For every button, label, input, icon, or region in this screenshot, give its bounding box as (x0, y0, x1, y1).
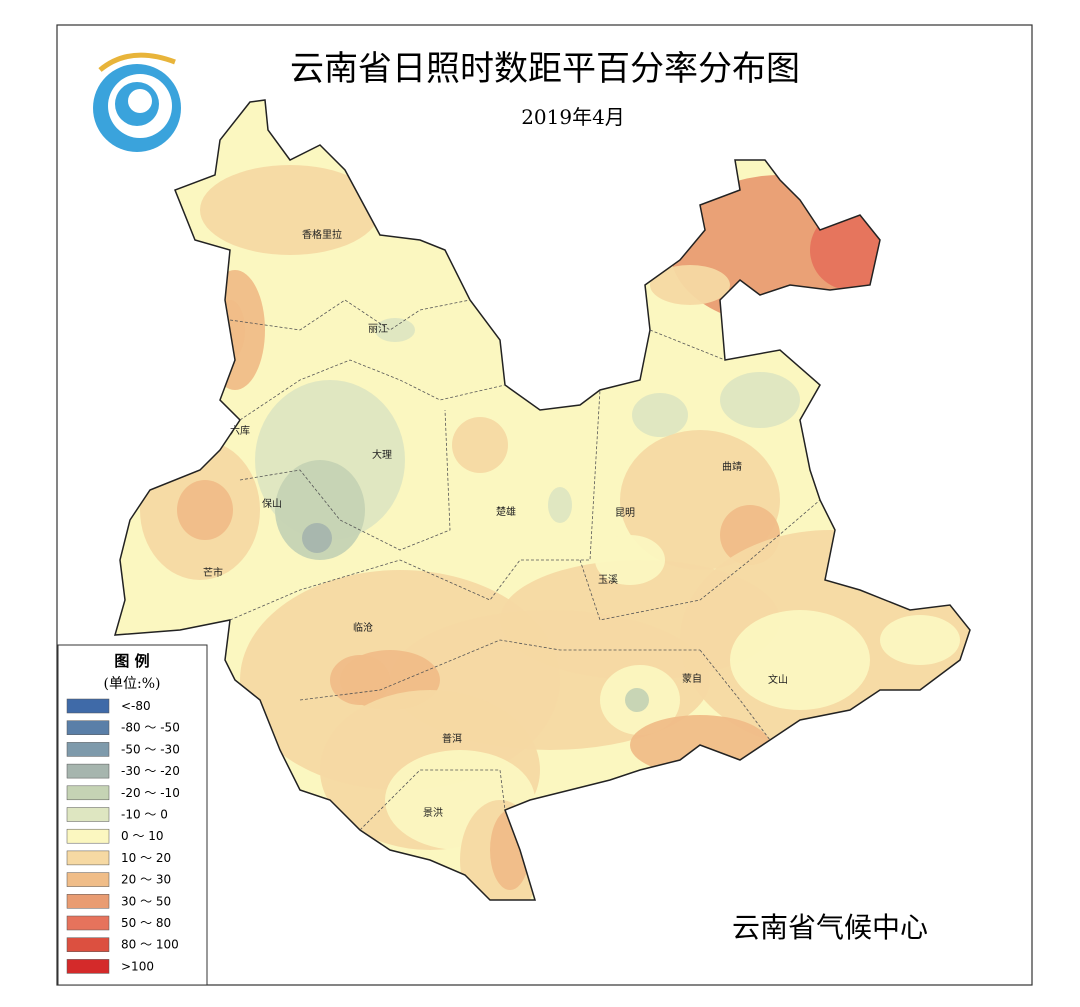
city-label: 文山 (768, 673, 788, 686)
shading-zone (177, 480, 233, 540)
shading-zone (330, 655, 390, 705)
title: 云南省日照时数距平百分率分布图 (290, 49, 800, 89)
city-label: 昆明 (615, 507, 635, 519)
legend-items: <-80 -80 ～ -50 -50 ～ -30 -30 ～ -20 -20 ～ -10… (66, 698, 180, 974)
legend-swatch (66, 807, 110, 822)
shading-zone (810, 210, 890, 290)
legend-label: 10 ～ 20 (121, 851, 171, 865)
legend-title: 图 例 (114, 652, 149, 670)
shading-zone (632, 393, 688, 437)
legend-swatch (66, 698, 110, 714)
shading-zone (595, 535, 665, 585)
city-label: 保山 (262, 497, 282, 510)
legend-swatch (66, 850, 110, 866)
city-label: 普洱 (442, 732, 462, 745)
city-label: 蒙自 (682, 672, 702, 685)
legend-label: -50 ～ -30 (121, 742, 180, 756)
legend-swatch (66, 763, 110, 779)
legend-label: <-80 (121, 699, 151, 713)
legend-swatch (66, 828, 110, 844)
shading-zone (548, 487, 572, 523)
legend-label: 0 ～ 10 (121, 829, 164, 843)
shading-zone (375, 318, 415, 342)
legend-swatch (66, 872, 110, 887)
subtitle: 2019年4月 (521, 105, 625, 129)
city-label: 香格里拉 (302, 228, 342, 241)
shading-zone (625, 688, 649, 712)
legend-label: -20 ～ -10 (121, 786, 180, 800)
legend-swatch (66, 720, 110, 735)
city-label: 景洪 (423, 807, 443, 819)
shading-zone (730, 610, 870, 710)
legend-label: 80 ～ 100 (121, 938, 179, 952)
city-label: 临沧 (353, 621, 373, 634)
legend-swatch (66, 959, 110, 974)
prefecture-borders (229, 299, 821, 831)
legend-swatch (66, 915, 110, 931)
legend-label: 50 ～ 80 (121, 916, 171, 930)
legend-swatch (66, 894, 110, 909)
shading-zone (302, 523, 332, 553)
shading-zone (720, 372, 800, 428)
city-label: 六库 (230, 424, 250, 437)
legend-label: >100 (121, 959, 154, 973)
city-label: 丽江 (368, 323, 388, 335)
shading-zone (880, 615, 960, 665)
legend-label: -80 ～ -50 (121, 721, 180, 735)
shading-zone (200, 165, 380, 255)
legend-label: -30 ～ -20 (121, 764, 180, 778)
legend-swatch (66, 937, 110, 952)
legend-label: 30 ～ 50 (121, 894, 171, 908)
legend-unit: (单位:%) (104, 676, 161, 692)
frame (56, 24, 1033, 986)
logo (93, 52, 181, 152)
city-label: 大理 (372, 448, 392, 461)
legend-swatch (66, 785, 110, 801)
shading-zone (650, 265, 730, 305)
city-label: 楚雄 (496, 505, 516, 518)
legend-label: 20 ～ 30 (121, 873, 171, 887)
city-label: 曲靖 (722, 460, 742, 473)
legend-swatch (66, 742, 110, 757)
legend-label: -10 ～ 0 (121, 808, 168, 822)
footer: 云南省气候中心 (732, 911, 928, 944)
city-label: 玉溪 (598, 574, 618, 586)
shading-zone (452, 417, 508, 473)
city-label: 芒市 (203, 566, 223, 579)
shading-zone (275, 460, 365, 560)
